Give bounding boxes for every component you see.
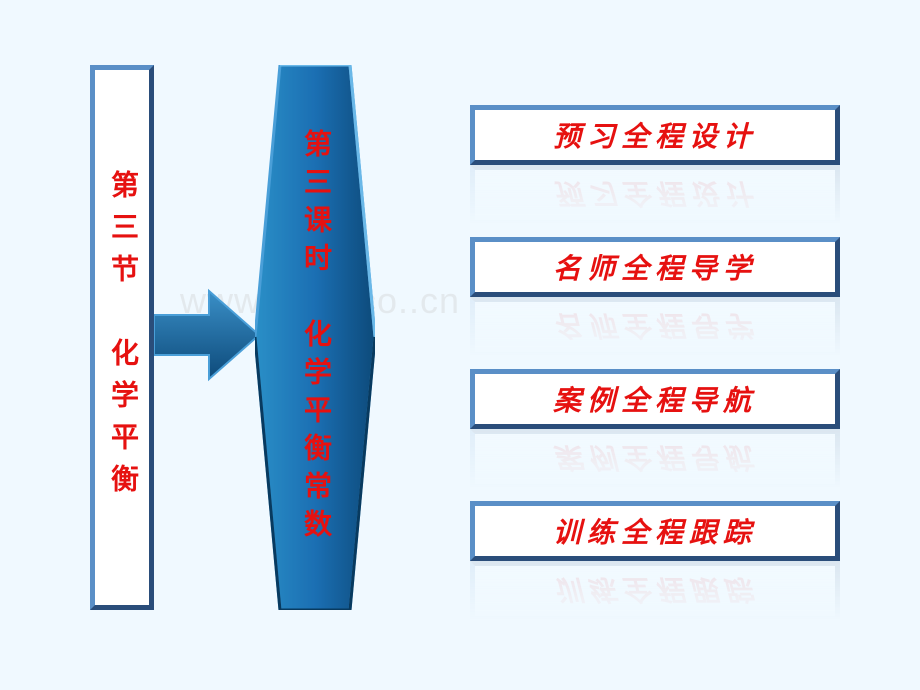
menu-reflection: 案例全程导航 bbox=[470, 429, 840, 489]
nav-menu: 预习全程设计 预习全程设计 名师全程导学 名师全程导学 案例全程导航 案例全程导… bbox=[470, 105, 840, 633]
arrow-icon bbox=[154, 285, 259, 390]
section-title-box: 第三节 化学平衡 bbox=[90, 65, 154, 610]
menu-reflection: 训练全程跟踪 bbox=[470, 561, 840, 621]
menu-case-guide[interactable]: 案例全程导航 bbox=[470, 369, 840, 429]
menu-item-wrapper: 预习全程设计 预习全程设计 bbox=[470, 105, 840, 165]
menu-item-wrapper: 训练全程跟踪 训练全程跟踪 bbox=[470, 501, 840, 561]
menu-reflection: 预习全程设计 bbox=[470, 165, 840, 225]
menu-reflection: 名师全程导学 bbox=[470, 297, 840, 357]
menu-item-wrapper: 名师全程导学 名师全程导学 bbox=[470, 237, 840, 297]
menu-teacher-guide[interactable]: 名师全程导学 bbox=[470, 237, 840, 297]
menu-label: 预习全程设计 bbox=[553, 115, 757, 155]
lesson-title-shape: 第三课时 化学平衡常数 bbox=[255, 65, 375, 610]
menu-item-wrapper: 案例全程导航 案例全程导航 bbox=[470, 369, 840, 429]
section-title-text: 第三节 化学平衡 bbox=[108, 170, 136, 506]
lesson-title-text-wrap: 第三课时 化学平衡常数 bbox=[255, 65, 375, 610]
menu-label: 案例全程导航 bbox=[553, 379, 757, 419]
menu-label: 名师全程导学 bbox=[553, 247, 757, 287]
menu-preview[interactable]: 预习全程设计 bbox=[470, 105, 840, 165]
menu-practice[interactable]: 训练全程跟踪 bbox=[470, 501, 840, 561]
lesson-title-text: 第三课时 化学平衡常数 bbox=[301, 129, 329, 547]
menu-label: 训练全程跟踪 bbox=[553, 511, 757, 551]
